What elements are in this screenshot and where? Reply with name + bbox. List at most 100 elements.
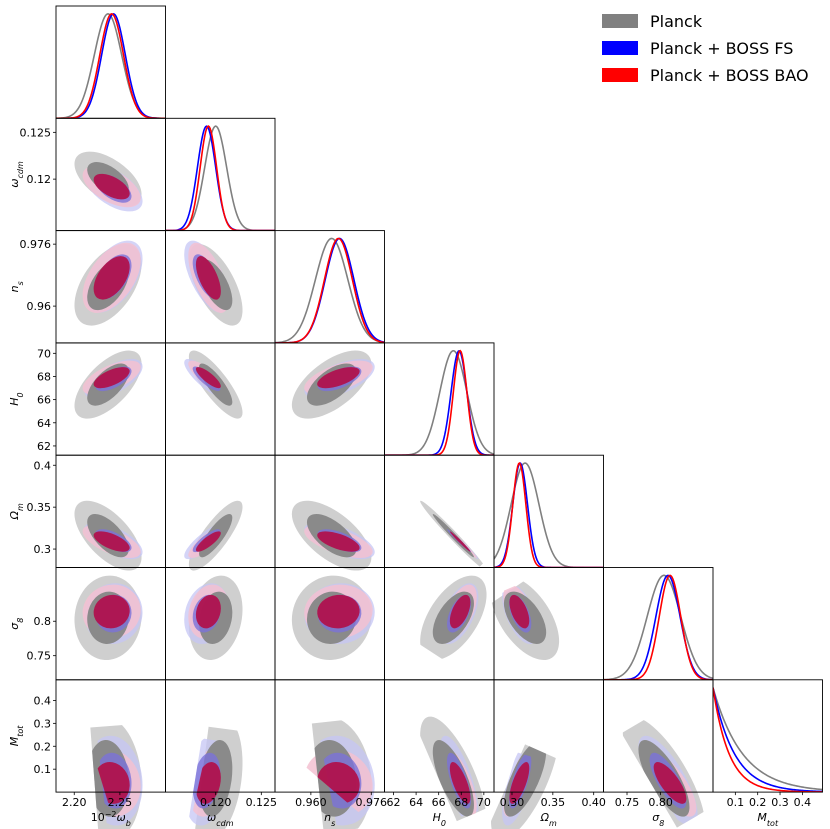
contour — [195, 762, 221, 804]
contour — [317, 594, 360, 629]
x-axis-label-sigma8: σ8 — [652, 811, 664, 828]
panel-Omega_m-sigma8 — [491, 567, 604, 681]
x-axis-label-H0: H0 — [433, 811, 446, 828]
marginal-Omega_m-planck-boss-bao — [494, 462, 604, 568]
y-axis-label-H0: H0 — [8, 392, 25, 405]
legend-label-2: Planck + BOSS BAO — [650, 66, 809, 85]
panel-frame — [384, 342, 495, 456]
contour — [653, 762, 687, 804]
panel-frame — [274, 230, 385, 344]
contour — [195, 256, 221, 300]
panel-n_s-H0 — [274, 342, 385, 456]
contour — [195, 531, 221, 552]
x-tick-label: 2.20 — [62, 796, 87, 809]
contour — [449, 594, 471, 629]
contour — [317, 367, 360, 389]
y-tick-label: 0.1 — [34, 763, 52, 776]
legend-label-1: Planck + BOSS FS — [650, 39, 793, 58]
y-tick-label: 0.4 — [34, 694, 52, 707]
panel-omega_cdm-Mtot: 0.120 0.125 — [165, 679, 277, 829]
panel-H0-Omega_m — [384, 454, 495, 571]
panel-sigma8-sigma8 — [603, 567, 714, 681]
y-tick-label: 0.75 — [27, 650, 52, 663]
panel-omega_b-Mtot: 0.1 0.2 0.3 0.4 2.20 2.25 — [34, 679, 166, 829]
panel-omega_cdm-n_s — [165, 230, 276, 344]
x-tick-label: 66 — [432, 796, 446, 809]
marginal-Omega_m-planck — [494, 462, 604, 568]
panel-omega_b-H0: 62 64 66 68 70 — [37, 342, 166, 456]
marginal-H0-planck-boss-bao — [384, 349, 494, 456]
panel-n_s-sigma8 — [274, 567, 385, 681]
x-tick-label: 0.120 — [200, 796, 232, 809]
y-tick-label: 0.3 — [34, 543, 52, 556]
legend-swatch-0 — [602, 14, 638, 28]
x-axis-label-Omega_m: Ωm — [540, 811, 557, 828]
panel-H0-sigma8 — [384, 567, 495, 681]
panel-omega_cdm-H0 — [165, 342, 276, 456]
panel-H0-Mtot: 62 64 66 68 70 — [384, 679, 495, 822]
x-tick-label: 70 — [477, 796, 491, 809]
panel-n_s-n_s — [274, 230, 385, 344]
x-tick-label: 0.30 — [500, 796, 525, 809]
y-axis-label-omega_cdm: ωcdm — [8, 161, 25, 188]
marginal-sigma8-planck — [603, 574, 713, 680]
panel-frame — [493, 454, 604, 568]
panel-omega_cdm-omega_cdm — [165, 117, 276, 232]
panel-omega_b-omega_b — [55, 5, 166, 119]
x-tick-label: 0.2 — [749, 796, 767, 809]
contour — [449, 531, 471, 552]
y-tick-label: 0.125 — [20, 126, 52, 139]
legend-label-0: Planck — [650, 12, 703, 31]
panel-sigma8-Mtot: 0.75 0.80 — [603, 679, 714, 828]
x-tick-label: 0.75 — [615, 796, 640, 809]
marginal-n_s-planck — [275, 237, 385, 343]
panel-omega_b-Omega_m: 0.3 0.35 0.4 — [27, 454, 166, 571]
y-tick-label: 0.976 — [20, 238, 52, 251]
panel-Omega_m-Mtot: 0.30 0.35 0.40 — [491, 679, 606, 829]
y-tick-label: 0.12 — [27, 173, 52, 186]
contour — [449, 762, 471, 804]
y-axis-label-Omega_m: Ωm — [8, 503, 24, 520]
x-axis-label-omega_cdm: ωcdm — [207, 811, 234, 828]
x-tick-label: 0.960 — [295, 796, 327, 809]
contour — [195, 367, 221, 389]
panel-n_s-Mtot: 0.960 0.976 — [274, 679, 387, 829]
y-tick-label: 0.8 — [34, 615, 52, 628]
x-tick-label: 0.1 — [727, 796, 745, 809]
x-tick-label: 0.4 — [794, 796, 812, 809]
x-tick-label: 0.3 — [771, 796, 789, 809]
y-tick-label: 0.4 — [34, 459, 52, 472]
x-axis-label-omega_b: 10−2ωb — [91, 810, 131, 828]
panel-Mtot-Mtot: 0.1 0.2 0.3 0.4 — [712, 679, 823, 809]
x-axis-label-Mtot: Mtot — [757, 811, 779, 828]
panel-frame — [712, 679, 823, 793]
marginal-omega_cdm-planck — [165, 125, 275, 231]
marginal-Omega_m-planck-boss-fs — [494, 462, 604, 568]
contour — [509, 762, 530, 804]
x-tick-label: 0.40 — [581, 796, 606, 809]
x-tick-label: 0.35 — [541, 796, 566, 809]
marginal-H0-planck-boss-fs — [384, 349, 494, 456]
x-tick-label: 62 — [387, 796, 401, 809]
marginal-Mtot-planck — [713, 687, 823, 791]
y-tick-label: 0.96 — [27, 300, 52, 313]
panel-omega_b-n_s: 0.96 0.976 — [20, 230, 166, 344]
legend-swatch-2 — [602, 68, 638, 82]
y-tick-label: 66 — [37, 394, 51, 407]
marginal-H0-planck — [384, 350, 494, 456]
legend-swatch-1 — [602, 41, 638, 55]
legend: Planck Planck + BOSS FS Planck + BOSS BAO — [602, 12, 809, 85]
contour — [93, 531, 130, 552]
contour — [317, 531, 360, 552]
y-tick-label: 0.35 — [27, 501, 52, 514]
panel-n_s-Omega_m — [274, 454, 385, 571]
panel-omega_cdm-sigma8 — [165, 567, 276, 681]
marginal-omega_b-planck-boss-bao — [56, 13, 166, 119]
x-tick-label: 68 — [454, 796, 468, 809]
contour — [93, 594, 130, 629]
panel-omega_b-omega_cdm: 0.12 0.125 — [20, 117, 166, 232]
panel-omega_cdm-Omega_m — [165, 454, 276, 571]
marginal-n_s-planck-boss-bao — [275, 237, 385, 343]
y-tick-label: 64 — [37, 417, 51, 430]
